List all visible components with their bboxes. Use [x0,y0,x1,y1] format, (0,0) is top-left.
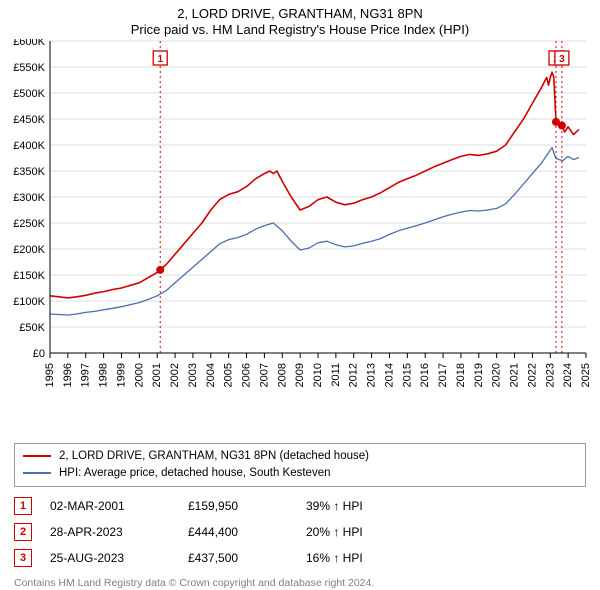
event-row-2: 2 28-APR-2023 £444,400 20% ↑ HPI [14,519,586,545]
legend-swatch-property [23,455,51,457]
svg-text:1996: 1996 [62,363,74,387]
svg-text:2022: 2022 [526,363,538,387]
svg-text:2024: 2024 [562,363,574,387]
event-marker-3: 3 [14,549,32,567]
svg-text:1995: 1995 [44,363,56,387]
event-price-3: £437,500 [188,551,288,565]
legend-label-property: 2, LORD DRIVE, GRANTHAM, NG31 8PN (detac… [59,448,369,465]
event-row-3: 3 25-AUG-2023 £437,500 16% ↑ HPI [14,545,586,571]
footer-line1: Contains HM Land Registry data © Crown c… [14,577,586,590]
svg-text:1999: 1999 [115,363,127,387]
svg-text:2021: 2021 [509,363,521,387]
legend-label-hpi: HPI: Average price, detached house, Sout… [59,465,331,482]
event-marker-2: 2 [14,523,32,541]
svg-text:2012: 2012 [348,363,360,387]
legend-item-hpi: HPI: Average price, detached house, Sout… [23,465,577,482]
event-delta-2: 20% ↑ HPI [306,525,363,539]
svg-text:2020: 2020 [491,363,503,387]
chart-title-subtitle: Price paid vs. HM Land Registry's House … [0,22,600,38]
svg-text:2023: 2023 [544,363,556,387]
svg-text:1: 1 [157,54,163,65]
svg-text:1998: 1998 [98,363,110,387]
svg-text:£550K: £550K [13,62,45,74]
event-date-3: 25-AUG-2023 [50,551,170,565]
event-marker-1: 1 [14,497,32,515]
svg-text:2008: 2008 [276,363,288,387]
svg-text:2009: 2009 [294,363,306,387]
svg-text:£500K: £500K [13,88,45,100]
svg-text:£100K: £100K [13,296,45,308]
svg-text:£300K: £300K [13,192,45,204]
legend-box: 2, LORD DRIVE, GRANTHAM, NG31 8PN (detac… [14,443,586,488]
svg-text:2019: 2019 [473,363,485,387]
svg-text:2007: 2007 [258,363,270,387]
chart-area: £0 £50K £100K £150K £200K £250K £300K £350K £400… [0,39,600,439]
svg-text:2025: 2025 [580,363,592,387]
svg-text:£150K: £150K [13,270,45,282]
events-table: 1 02-MAR-2001 £159,950 39% ↑ HPI 2 28-AP… [14,493,586,571]
svg-text:3: 3 [559,54,565,65]
event-delta-1: 39% ↑ HPI [306,499,363,513]
chart-title-block: 2, LORD DRIVE, GRANTHAM, NG31 8PN Price … [0,0,600,39]
svg-text:£400K: £400K [13,140,45,152]
svg-text:2006: 2006 [241,363,253,387]
chart-svg: £0 £50K £100K £150K £200K £250K £300K £350K £400… [0,39,600,439]
event-date-1: 02-MAR-2001 [50,499,170,513]
svg-text:2018: 2018 [455,363,467,387]
legend-swatch-hpi [23,472,51,474]
svg-text:£200K: £200K [13,244,45,256]
event-price-2: £444,400 [188,525,288,539]
svg-text:2000: 2000 [133,363,145,387]
svg-text:£250K: £250K [13,218,45,230]
svg-text:2004: 2004 [205,363,217,387]
svg-text:2003: 2003 [187,363,199,387]
svg-text:2016: 2016 [419,363,431,387]
svg-text:2014: 2014 [383,363,395,387]
event-delta-3: 16% ↑ HPI [306,551,363,565]
event-date-2: 28-APR-2023 [50,525,170,539]
footer-attribution: Contains HM Land Registry data © Crown c… [14,577,586,590]
svg-text:2013: 2013 [366,363,378,387]
svg-text:2015: 2015 [401,363,413,387]
event-row-1: 1 02-MAR-2001 £159,950 39% ↑ HPI [14,493,586,519]
svg-text:£0: £0 [33,348,45,360]
svg-text:2001: 2001 [151,363,163,387]
chart-title-address: 2, LORD DRIVE, GRANTHAM, NG31 8PN [0,6,600,22]
event-price-1: £159,950 [188,499,288,513]
svg-text:2002: 2002 [169,363,181,387]
svg-text:2010: 2010 [312,363,324,387]
svg-text:£350K: £350K [13,166,45,178]
svg-text:£50K: £50K [19,322,45,334]
svg-text:2017: 2017 [437,363,449,387]
svg-text:2011: 2011 [330,363,342,387]
svg-text:2005: 2005 [223,363,235,387]
svg-text:£450K: £450K [13,114,45,126]
svg-text:£600K: £600K [13,39,45,48]
svg-text:1997: 1997 [80,363,92,387]
legend-item-property: 2, LORD DRIVE, GRANTHAM, NG31 8PN (detac… [23,448,577,465]
